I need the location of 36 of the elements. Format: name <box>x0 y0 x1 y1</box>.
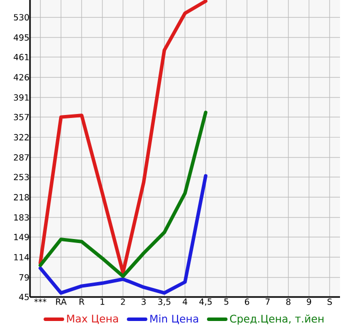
y-tick-label: 530 <box>14 14 29 21</box>
x-tick-label: 4 <box>182 298 188 305</box>
line-series <box>38 0 208 275</box>
y-tick-label: 149 <box>14 234 29 240</box>
y-tick-label: 287 <box>14 154 29 161</box>
y-tick-label: 114 <box>14 254 29 260</box>
x-tick-label: 9 <box>306 298 312 305</box>
y-tick-label: 426 <box>14 74 29 80</box>
legend-label: Max Цена <box>67 314 118 324</box>
x-tick-label: *** <box>34 298 46 302</box>
legend-label: Сред.Цена, т.йен <box>230 314 324 325</box>
y-tick-label: 79 <box>19 274 29 281</box>
y-tick-label: 218 <box>14 194 29 200</box>
x-tick-label: S <box>328 298 332 305</box>
x-tick-label: RA <box>56 298 67 305</box>
x-tick-label: 8 <box>286 298 290 305</box>
x-tick-label: 6 <box>244 298 250 305</box>
y-tick-label: 391 <box>14 94 29 101</box>
y-tick-label: 357 <box>14 114 29 120</box>
x-tick-label: 5 <box>224 298 228 305</box>
x-tick-label: 1 <box>100 298 104 305</box>
x-tick-label: 7 <box>266 298 270 305</box>
legend-label: Min Цена <box>150 314 198 324</box>
x-tick-label: 4,5 <box>199 298 212 306</box>
x-tick-label: 3 <box>142 298 146 305</box>
x-tick-label: 2 <box>120 298 125 305</box>
y-tick-label: 461 <box>14 54 29 60</box>
y-tick-label: 253 <box>14 174 29 180</box>
line-series <box>38 110 208 278</box>
y-tick-label: 322 <box>14 134 29 140</box>
y-tick-label: 495 <box>14 34 29 41</box>
line-series <box>38 174 208 295</box>
x-tick-label: R <box>80 298 84 305</box>
y-tick-label: 45 <box>19 294 29 300</box>
x-tick-label: 3,5 <box>158 298 170 306</box>
y-tick-label: 183 <box>14 214 29 221</box>
